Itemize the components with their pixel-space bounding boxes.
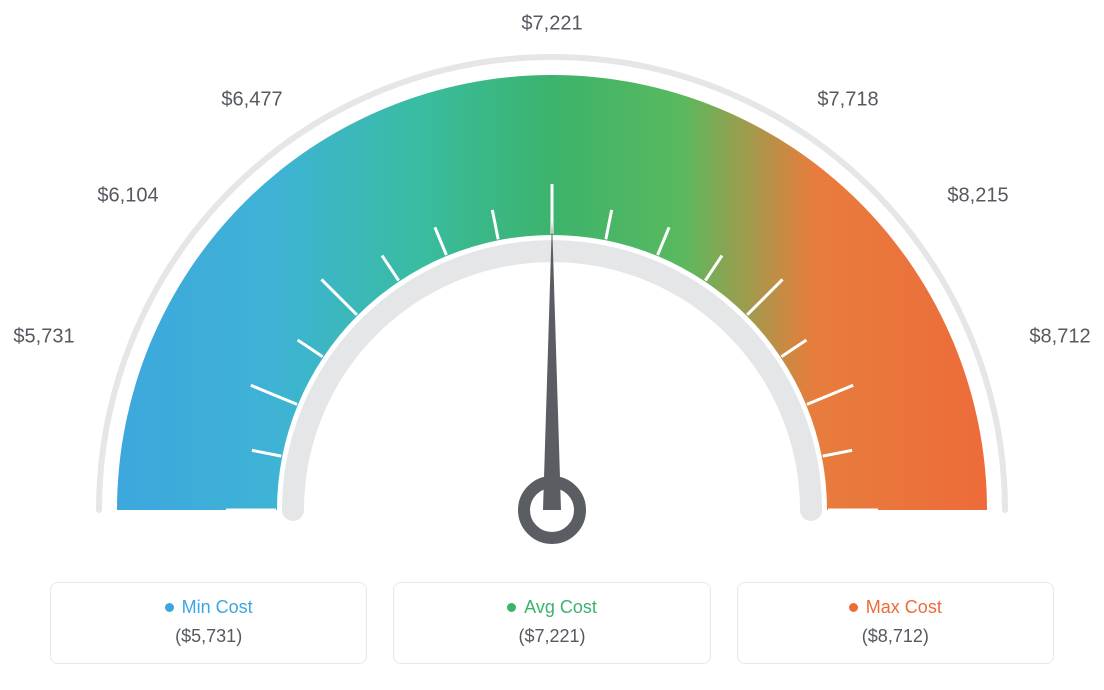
gauge-tick-label: $6,104 [97, 185, 158, 208]
gauge-tick-label: $6,477 [221, 89, 282, 112]
legend-card-max: Max Cost ($8,712) [737, 582, 1054, 664]
legend-title-avg: Avg Cost [404, 597, 699, 618]
legend-row: Min Cost ($5,731) Avg Cost ($7,221) Max … [50, 582, 1054, 664]
legend-title-text: Min Cost [182, 597, 253, 617]
dot-icon [507, 603, 516, 612]
gauge-svg [0, 0, 1104, 560]
gauge-tick-label: $8,215 [947, 185, 1008, 208]
gauge-tick-label: $8,712 [1029, 326, 1090, 349]
legend-title-text: Avg Cost [524, 597, 597, 617]
legend-title-min: Min Cost [61, 597, 356, 618]
dot-icon [849, 603, 858, 612]
gauge-tick-label: $7,718 [817, 89, 878, 112]
legend-value-min: ($5,731) [61, 626, 356, 647]
gauge-tick-label: $5,731 [13, 326, 74, 349]
dot-icon [165, 603, 174, 612]
legend-value-avg: ($7,221) [404, 626, 699, 647]
legend-value-max: ($8,712) [748, 626, 1043, 647]
legend-card-min: Min Cost ($5,731) [50, 582, 367, 664]
legend-card-avg: Avg Cost ($7,221) [393, 582, 710, 664]
gauge-chart: $5,731 $6,104 $6,477 $7,221 $7,718 $8,215 $8,7… [0, 0, 1104, 560]
gauge-tick-label: $7,221 [521, 13, 582, 36]
legend-title-max: Max Cost [748, 597, 1043, 618]
legend-title-text: Max Cost [866, 597, 942, 617]
